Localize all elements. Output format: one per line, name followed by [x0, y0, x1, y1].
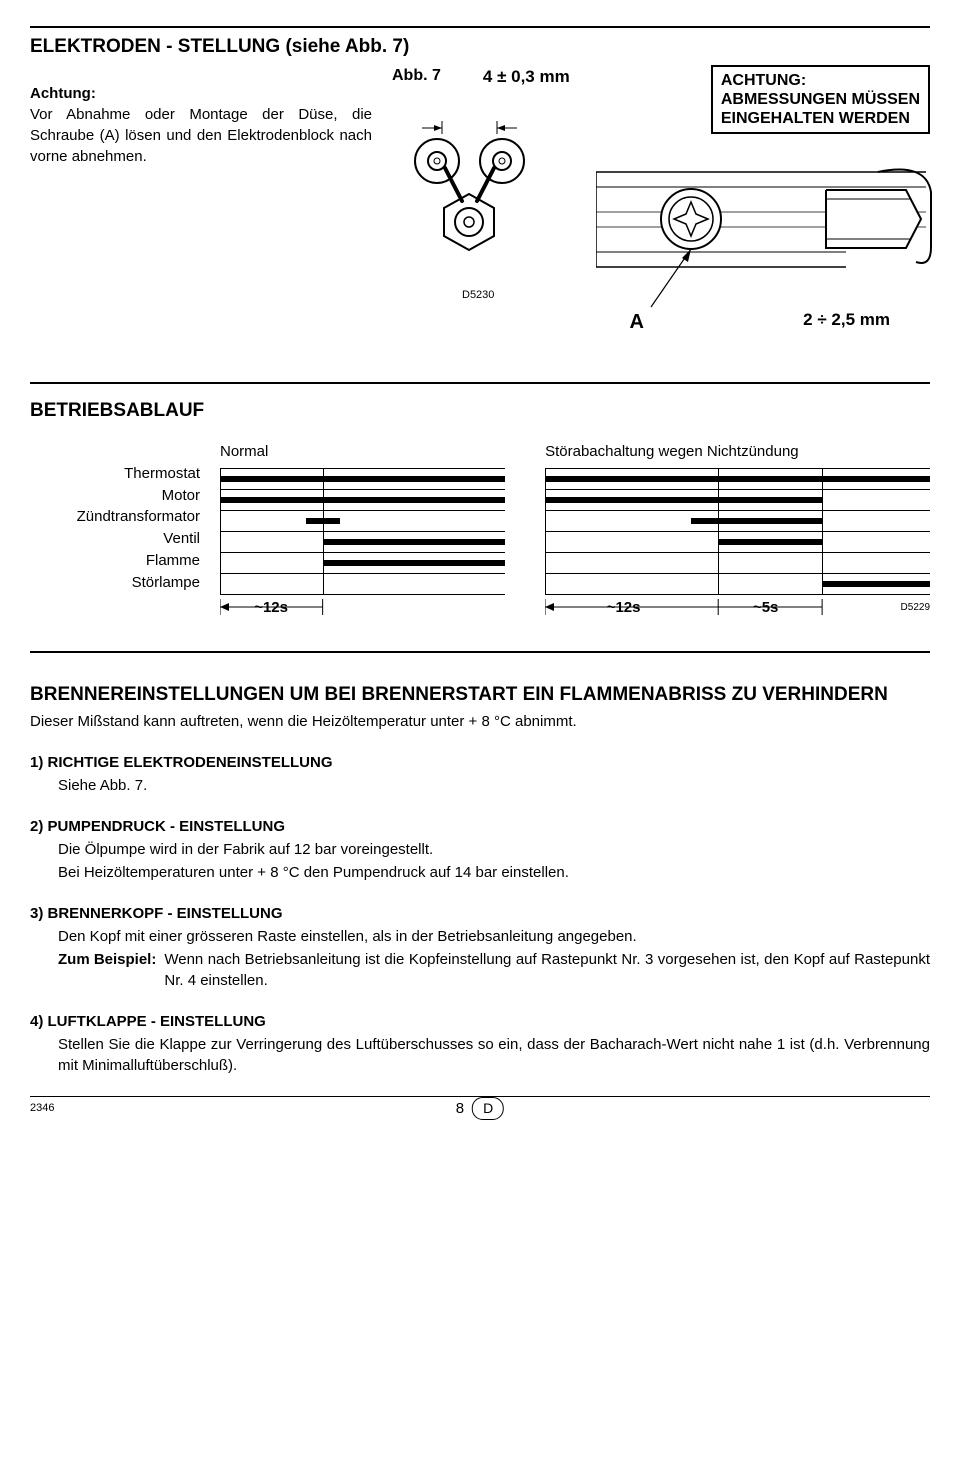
item-2-head: 2) PUMPENDRUCK - EINSTELLUNG [30, 816, 930, 837]
item-1-head: 1) RICHTIGE ELEKTRODENEINSTELLUNG [30, 752, 930, 773]
item-3-example-label: Zum Beispiel: [58, 949, 156, 991]
item-3-example-text: Wenn nach Betriebsanleitung ist die Kopf… [164, 949, 930, 991]
language-badge: D [472, 1097, 504, 1121]
section-title-settings: BRENNEREINSTELLUNGEN UM BEI BRENNERSTART… [30, 683, 930, 707]
item-2-body-2: Bei Heizöltemperaturen unter + 8 °C den … [30, 862, 930, 883]
item-1-body: Siehe Abb. 7. [30, 775, 930, 796]
page-number: 8 [456, 1098, 464, 1119]
chart-header-fault: Störabachaltung wegen Nichtzündung [545, 441, 930, 462]
attention-label: Achtung: [30, 83, 372, 104]
timing-chart-fault: Störabachaltung wegen Nichtzündung [545, 441, 930, 619]
attention-text: Vor Abnahme oder Montage der Düse, die S… [30, 104, 372, 167]
callout-letter-a: A [630, 308, 644, 336]
diagram-code-timing: D5229 [901, 601, 930, 615]
timing-fault-1: ~12s [607, 597, 641, 618]
timing-label: Ventil [30, 528, 200, 550]
settings-intro: Dieser Mißstand kann auftreten, wenn die… [30, 711, 930, 732]
timing-label: Thermostat [30, 463, 200, 485]
section-title-operation: BETRIEBSABLAUF [30, 398, 930, 425]
timing-label: Störlampe [30, 572, 200, 594]
dimension-top: 4 ± 0,3 mm [483, 67, 570, 86]
timing-label: Zündtransformator [30, 506, 200, 528]
item-4-body: Stellen Sie die Klappe zur Verringerung … [30, 1034, 930, 1076]
figure-label: Abb. 7 [392, 65, 441, 87]
timing-label: Motor [30, 485, 200, 507]
section-title-electrodes: ELEKTRODEN - STELLUNG (siehe Abb. 7) [30, 34, 930, 61]
warning-line-1: ACHTUNG: [721, 72, 806, 89]
dimension-right: 2 ÷ 2,5 mm [803, 308, 890, 332]
chart-header-normal: Normal [220, 441, 505, 462]
item-3-body-1: Den Kopf mit einer grösseren Raste einst… [30, 926, 930, 947]
doc-code: 2346 [30, 1101, 54, 1116]
item-4-head: 4) LUFTKLAPPE - EINSTELLUNG [30, 1011, 930, 1032]
item-2-body-1: Die Ölpumpe wird in der Fabrik auf 12 ba… [30, 839, 930, 860]
timing-fault-2: ~5s [753, 597, 778, 618]
timing-chart-normal: Normal ~12s [220, 441, 505, 619]
timing-label: Flamme [30, 550, 200, 572]
item-3-head: 3) BRENNERKOPF - EINSTELLUNG [30, 903, 930, 924]
timing-normal: ~12s [254, 597, 288, 618]
electrode-diagram: D5230 A 2 ÷ 2,5 mm [392, 96, 930, 346]
timing-labels: Thermostat Motor Zündtransformator Venti… [30, 441, 200, 619]
diagram-code-electrodes: D5230 [462, 288, 494, 303]
